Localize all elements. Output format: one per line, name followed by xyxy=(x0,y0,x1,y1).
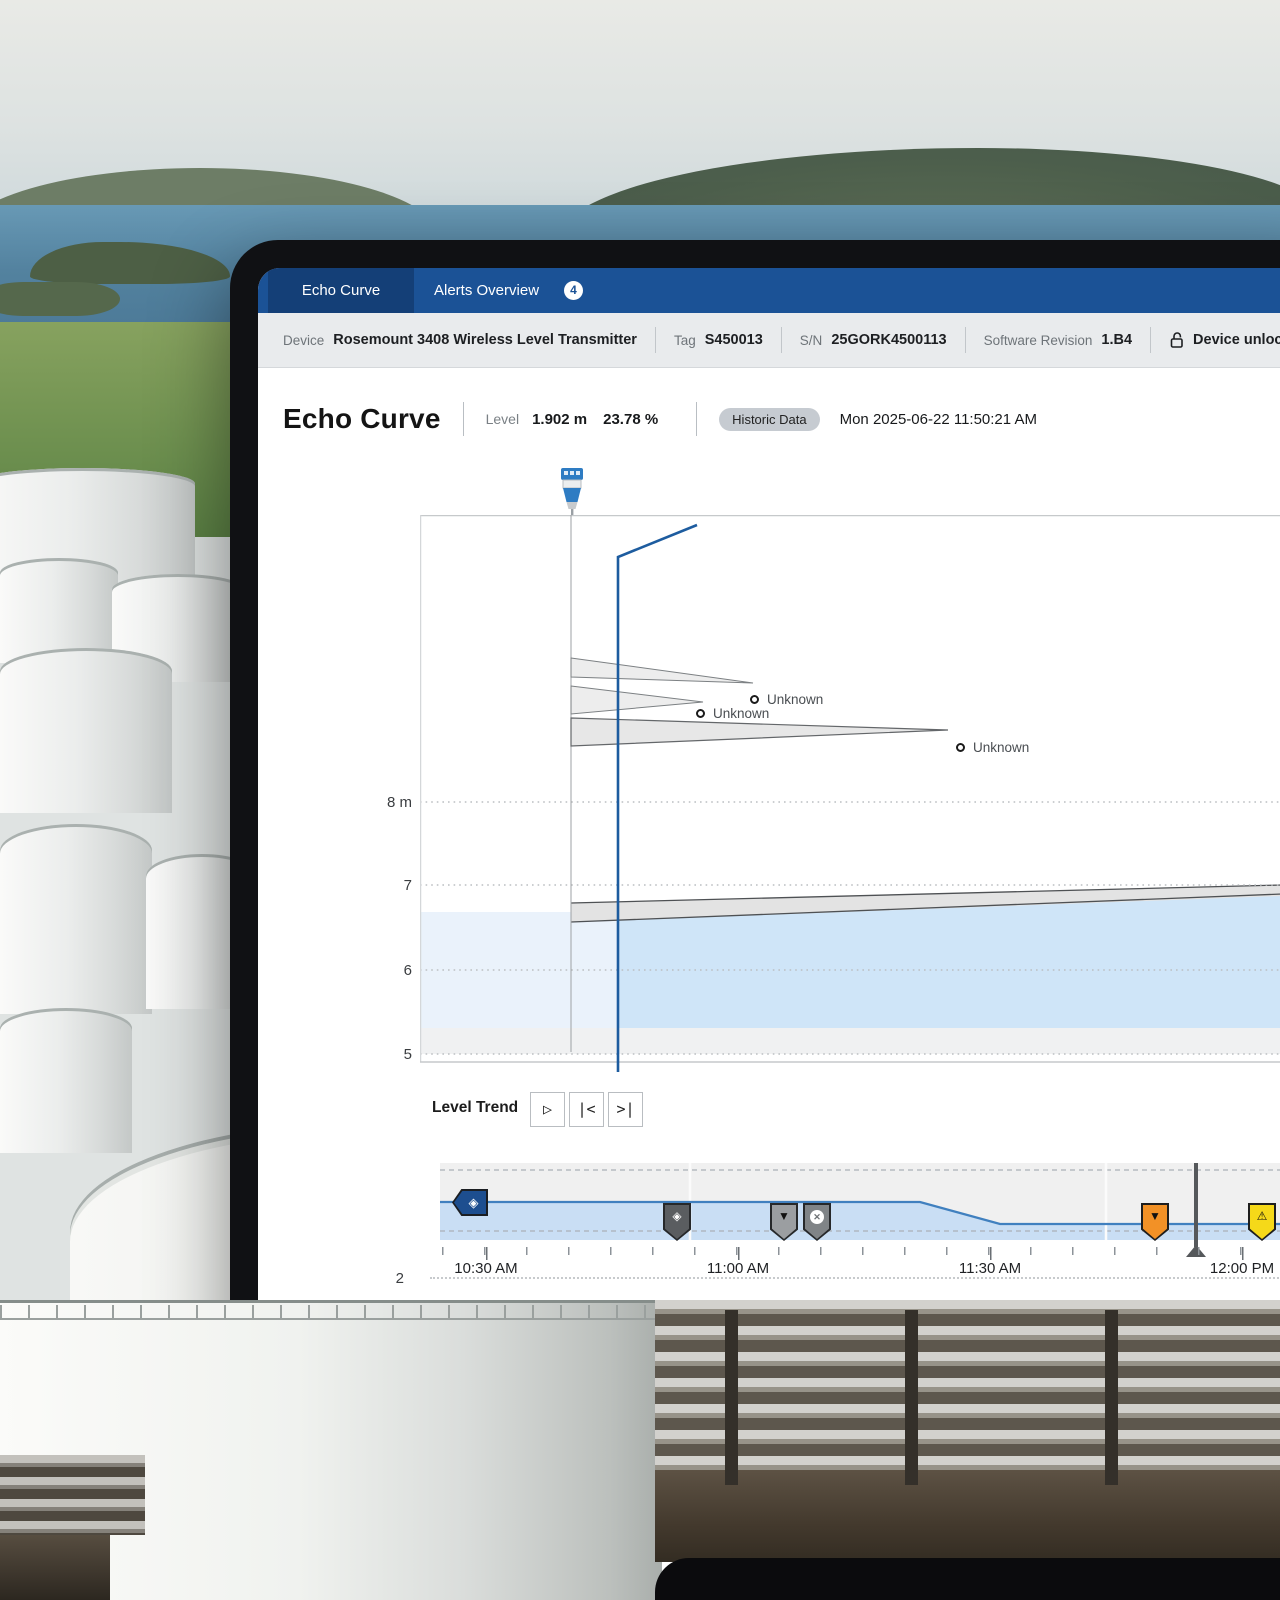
tab-echo-curve[interactable]: Echo Curve xyxy=(268,268,414,313)
peak-label-unknown-2[interactable]: Unknown xyxy=(696,704,769,722)
triangle-down-icon: ▼ xyxy=(1149,1209,1161,1223)
tab-alerts-overview-label: Alerts Overview xyxy=(434,282,540,299)
title-row: Echo Curve Level 1.902 m 23.78 % Histori… xyxy=(283,396,1037,442)
x-tick-1200pm: 12:00 PM xyxy=(1209,1260,1275,1277)
diamond-icon: ◈ xyxy=(672,1209,682,1223)
sn-value: 25GORK4500113 xyxy=(831,332,947,348)
divider xyxy=(964,327,966,353)
skip-to-end-button[interactable]: >| xyxy=(608,1092,643,1127)
software-revision-label: Software Revision xyxy=(983,332,1093,348)
level-label: Level xyxy=(485,411,520,427)
tab-alerts-overview[interactable]: Alerts Overview 4 xyxy=(418,268,598,313)
x-tick-1100am: 11:00 AM xyxy=(706,1260,770,1277)
divider xyxy=(1150,327,1152,353)
peak-label-unknown-3[interactable]: Unknown xyxy=(956,738,1029,756)
app-screen: Echo Curve Alerts Overview 4 Device Rose… xyxy=(258,268,1280,1600)
device-name: Rosemount 3408 Wireless Level Transmitte… xyxy=(333,332,637,348)
skip-to-start-button[interactable]: |< xyxy=(569,1092,604,1127)
y-axis-tick-8m: 8 m xyxy=(386,794,412,811)
device-label: Device xyxy=(283,332,325,348)
divider xyxy=(654,327,656,353)
peak-marker-circle-icon xyxy=(750,694,759,704)
tab-echo-curve-label: Echo Curve xyxy=(301,282,381,299)
tag-label: Tag xyxy=(673,332,696,348)
level-trend-title: Level Trend xyxy=(432,1099,519,1116)
lock-status-text: Device unlocked xyxy=(1193,332,1280,348)
peak-label-unknown-1[interactable]: Unknown xyxy=(750,690,823,708)
peak-marker-circle-icon xyxy=(956,742,965,752)
software-revision-value: 1.B4 xyxy=(1101,332,1133,348)
divider xyxy=(780,327,782,353)
level-value-percent: 23.78 % xyxy=(603,410,659,428)
x-tick-1030am: 10:30 AM xyxy=(454,1260,518,1277)
historic-data-badge[interactable]: Historic Data xyxy=(719,407,820,431)
island xyxy=(0,282,120,316)
level-value-m: 1.902 m xyxy=(532,410,588,428)
top-navigation-bar: Echo Curve Alerts Overview 4 xyxy=(258,268,1280,313)
storage-tank xyxy=(0,1008,132,1153)
skip-start-icon: |< xyxy=(577,1100,596,1118)
peak-label-text: Unknown xyxy=(767,691,824,707)
tablet-device-frame: Echo Curve Alerts Overview 4 Device Rose… xyxy=(230,240,1280,1600)
x-axis-major-ticks xyxy=(442,1247,1280,1260)
trend-y-tick-2: 2 xyxy=(395,1270,404,1287)
storage-tank xyxy=(0,648,172,813)
divider xyxy=(462,402,464,436)
peak-label-text: Unknown xyxy=(713,705,770,721)
skip-end-icon: >| xyxy=(616,1100,635,1118)
warning-yellow-marker[interactable]: ⚠ xyxy=(1248,1203,1276,1241)
cross-icon: ✕ xyxy=(810,1210,824,1224)
alerts-count-badge: 4 xyxy=(564,281,583,300)
echo-curve-plot xyxy=(420,515,1280,1072)
storage-tank xyxy=(0,558,118,663)
level-trend-plot xyxy=(440,1163,1280,1240)
storage-tank xyxy=(0,824,152,1014)
peak-label-text: Unknown xyxy=(973,739,1030,755)
unlocked-padlock-icon xyxy=(1170,332,1183,348)
play-icon: ▷ xyxy=(542,1100,553,1118)
time-cursor-line[interactable] xyxy=(1194,1163,1198,1247)
divider xyxy=(696,402,698,436)
device-lock-status: Device unlocked xyxy=(1169,331,1280,349)
device-info-bar: Device Rosemount 3408 Wireless Level Tra… xyxy=(258,313,1280,368)
level-transmitter-icon xyxy=(561,468,583,516)
diamond-icon: ◈ xyxy=(468,1194,479,1210)
peak-marker-circle-icon xyxy=(696,708,705,718)
cross-gray-marker[interactable]: ✕ xyxy=(803,1203,831,1241)
trend-gridline xyxy=(430,1277,1280,1279)
y-axis-tick-6: 6 xyxy=(403,962,412,979)
tag-value: S450013 xyxy=(704,332,763,348)
sn-label: S/N xyxy=(799,332,823,348)
warning-icon: ⚠ xyxy=(1256,1209,1268,1223)
timestamp: Mon 2025-06-22 11:50:21 AM xyxy=(839,410,1037,428)
play-button[interactable]: ▷ xyxy=(530,1092,565,1127)
page-title: Echo Curve xyxy=(283,403,441,434)
y-axis-tick-5: 5 xyxy=(403,1046,412,1063)
y-axis-tick-7: 7 xyxy=(403,877,412,894)
x-tick-1130am: 11:30 AM xyxy=(958,1260,1022,1277)
triangle-down-icon: ▼ xyxy=(778,1209,790,1223)
